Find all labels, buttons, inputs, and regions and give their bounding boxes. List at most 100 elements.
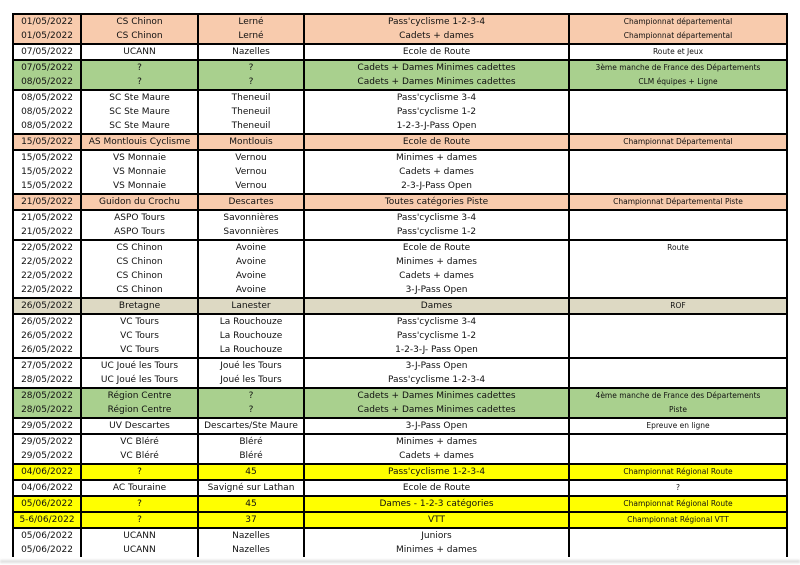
cell-category: Juniors [305, 529, 570, 543]
table-row: 21/05/2022 ASPO Tours Savonnières Pass'cycl… [14, 211, 788, 225]
cell-note [570, 343, 788, 357]
cell-category: Cadets + Dames Minimes cadettes [305, 403, 570, 417]
cell-note [570, 105, 788, 119]
event-group: 07/05/2022 UCANN Nazelles Ecole de Route Rou… [14, 43, 788, 59]
cell-location: Savonnières [199, 225, 305, 239]
cell-date: 29/05/2022 [14, 449, 82, 463]
cell-date: 05/06/2022 [14, 543, 82, 557]
cell-location: Avoine [199, 255, 305, 269]
cell-location: Vernou [199, 179, 305, 193]
cell-club: VS Monnaie [82, 165, 199, 179]
cell-note [570, 359, 788, 373]
cell-category: Pass'cyclisme 3-4 [305, 211, 570, 225]
table-row: 07/05/2022?? Cadets + Dames Minimes cadet… [14, 61, 788, 75]
cell-location: Joué les Tours [199, 373, 305, 387]
table-row: 28/05/2022 Région Centre? Cadets + Dames M… [14, 403, 788, 417]
cell-category: 3-J-Pass Open [305, 283, 570, 297]
cell-note [570, 435, 788, 449]
cell-location: Vernou [199, 165, 305, 179]
cell-date: 22/05/2022 [14, 283, 82, 297]
event-group: 28/05/2022 Région Centre? Cadets + Dames M… [14, 387, 788, 417]
cell-club: ? [82, 75, 199, 89]
table-row: 26/05/2022 VC Tours La Rouchouze Pass'cycli… [14, 315, 788, 329]
table-row: 05/06/2022 UCANN Nazelles Minimes + dames [14, 543, 788, 557]
cell-date: 15/05/2022 [14, 179, 82, 193]
cell-note [570, 91, 788, 105]
table-row: 26/05/2022 Bretagne Lanester Dames ROF [14, 299, 788, 313]
table-row: 21/05/2022 Guidon du Crochu Descartes Toute… [14, 195, 788, 209]
cell-date: 5-6/06/2022 [14, 513, 82, 527]
cell-category: Pass'cyclisme 1-2-3-4 [305, 465, 570, 479]
cell-date: 26/05/2022 [14, 315, 82, 329]
event-group: 26/05/2022 VC Tours La Rouchouze Pass'cycli… [14, 313, 788, 357]
cell-location: Theneuil [199, 91, 305, 105]
table-row: 04/06/2022 AC Touraine Savigné sur Lathan E… [14, 481, 788, 495]
cell-location: ? [199, 389, 305, 403]
event-group: 21/05/2022 Guidon du Crochu Descartes Toute… [14, 193, 788, 209]
cell-location: Bléré [199, 449, 305, 463]
event-group: 15/05/2022 AS Montlouis Cyclisme Montlouis… [14, 133, 788, 149]
cell-club: VC Bléré [82, 435, 199, 449]
cell-date: 26/05/2022 [14, 329, 82, 343]
cell-location: Avoine [199, 283, 305, 297]
cell-note: Championnat Régional VTT [570, 513, 788, 527]
cell-category: Ecole de Route [305, 135, 570, 149]
table-row: 01/05/2022 CS Chinon Lerné Pass'cyclisme 1-… [14, 15, 788, 29]
cell-location: Joué les Tours [199, 359, 305, 373]
cell-date: 08/05/2022 [14, 119, 82, 133]
table-row: 04/06/2022? 45 Pass'cyclisme 1-2-3-4 Champi… [14, 465, 788, 479]
cell-club: UCANN [82, 543, 199, 557]
cell-category: 2-3-J-Pass Open [305, 179, 570, 193]
cell-club: VC Bléré [82, 449, 199, 463]
cell-club: CS Chinon [82, 255, 199, 269]
cell-category: Minimes + dames [305, 255, 570, 269]
cell-note [570, 329, 788, 343]
cell-note: Route [570, 241, 788, 255]
table-row: 15/05/2022 VS Monnaie Vernou 2-3-J-Pass Ope… [14, 179, 788, 193]
cell-category: Dames - 1-2-3 catégories [305, 497, 570, 511]
event-group: 5-6/06/2022? 37 VTT Championnat Régional VT… [14, 511, 788, 527]
cell-date: 08/05/2022 [14, 75, 82, 89]
cell-club: AS Montlouis Cyclisme [82, 135, 199, 149]
cell-date: 05/06/2022 [14, 497, 82, 511]
event-group: 21/05/2022 ASPO Tours Savonnières Pass'cycl… [14, 209, 788, 239]
cell-category: Minimes + dames [305, 543, 570, 557]
cell-location: Bléré [199, 435, 305, 449]
cell-note [570, 255, 788, 269]
cell-category: Pass'cyclisme 1-2 [305, 329, 570, 343]
event-group: 27/05/2022 UC Joué les Tours Joué les Tour… [14, 357, 788, 387]
cell-category: Pass'cyclisme 3-4 [305, 315, 570, 329]
events-table: 01/05/2022 CS Chinon Lerné Pass'cyclisme 1-… [12, 13, 788, 557]
cell-club: VC Tours [82, 315, 199, 329]
cell-note [570, 373, 788, 387]
table-row: 22/05/2022 CS Chinon Avoine Minimes + dames [14, 255, 788, 269]
table-row: 29/05/2022 UV Descartes Descartes/Ste Maur… [14, 419, 788, 433]
cell-club: Bretagne [82, 299, 199, 313]
cell-location: 45 [199, 465, 305, 479]
cell-date: 21/05/2022 [14, 195, 82, 209]
cell-category: Minimes + dames [305, 435, 570, 449]
cell-category: 3-J-Pass Open [305, 419, 570, 433]
cell-location: 37 [199, 513, 305, 527]
table-row: 08/05/2022?? Cadets + Dames Minimes cadet… [14, 75, 788, 89]
cell-date: 07/05/2022 [14, 61, 82, 75]
cell-date: 01/05/2022 [14, 29, 82, 43]
cell-date: 21/05/2022 [14, 211, 82, 225]
cell-location: Savigné sur Lathan [199, 481, 305, 495]
cell-note [570, 211, 788, 225]
scan-shadow [0, 560, 800, 563]
cell-category: Pass'cyclisme 3-4 [305, 91, 570, 105]
table-row: 08/05/2022 SC Ste Maure Theneuil Pass'cycli… [14, 105, 788, 119]
cell-date: 28/05/2022 [14, 403, 82, 417]
cell-club: AC Touraine [82, 481, 199, 495]
cell-location: Lanester [199, 299, 305, 313]
cell-category: Cadets + Dames Minimes cadettes [305, 75, 570, 89]
cell-category: 1-2-3-J- Pass Open [305, 343, 570, 357]
cell-note: Championnat Départemental [570, 135, 788, 149]
cell-category: Toutes catégories Piste [305, 195, 570, 209]
cell-date: 29/05/2022 [14, 435, 82, 449]
cell-location: Theneuil [199, 105, 305, 119]
cell-note: ROF [570, 299, 788, 313]
cell-note: Championnat départemental [570, 15, 788, 29]
cell-category: Ecole de Route [305, 241, 570, 255]
